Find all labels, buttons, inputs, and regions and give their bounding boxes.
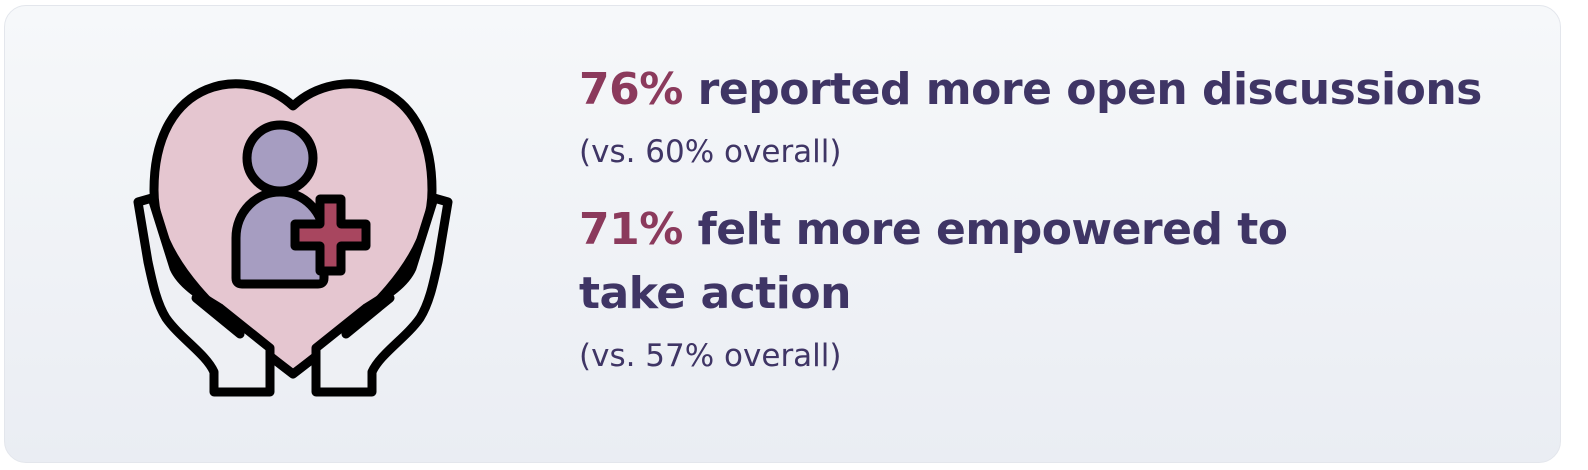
stats-list: 76% reported more open discussions (vs. …	[579, 58, 1539, 378]
stat-label: reported more open discussions	[697, 64, 1483, 115]
stats-card: 76% reported more open discussions (vs. …	[4, 5, 1561, 463]
person-icon	[231, 120, 329, 289]
hands-icon	[133, 193, 453, 397]
stat-percent: 76%	[579, 64, 683, 115]
plus-icon	[290, 194, 371, 276]
stat-label: felt more empowered to take action	[579, 204, 1288, 319]
stat-headline: 71% felt more empowered to take action	[579, 198, 1299, 326]
stat-open-discussions: 76% reported more open discussions (vs. …	[579, 58, 1539, 174]
stat-comparison: (vs. 57% overall)	[579, 338, 842, 374]
stat-comparison: (vs. 60% overall)	[579, 134, 842, 170]
care-illustration	[133, 79, 453, 397]
stat-percent: 71%	[579, 204, 683, 255]
stat-empowered: 71% felt more empowered to take action (…	[579, 198, 1539, 378]
stat-headline: 76% reported more open discussions	[579, 58, 1539, 122]
